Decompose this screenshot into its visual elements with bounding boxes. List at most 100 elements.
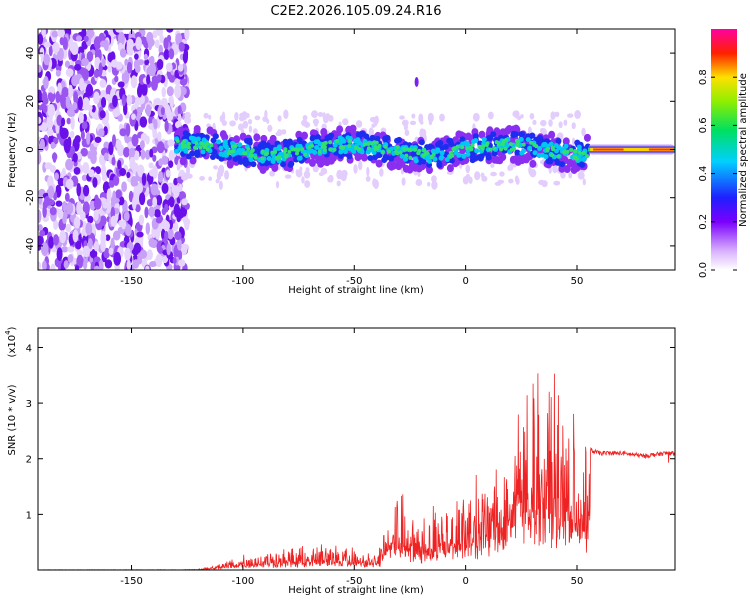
heatmap-cell xyxy=(203,112,209,119)
heatmap-cell xyxy=(76,254,84,269)
heatmap-cell xyxy=(242,120,249,129)
heatmap-cell xyxy=(553,148,559,154)
heatmap-cell xyxy=(126,61,133,74)
heatmap-cell xyxy=(370,129,375,137)
heatmap-cell xyxy=(67,246,75,253)
heatmap-cell xyxy=(353,164,358,174)
heatmap-cell xyxy=(374,135,381,142)
heatmap-cell xyxy=(145,222,151,235)
heatmap-cell xyxy=(286,138,293,145)
heatmap-cell xyxy=(73,167,81,175)
heatmap-cell xyxy=(515,139,520,144)
heatmap-cell xyxy=(177,63,184,72)
heatmap-cell xyxy=(414,77,419,88)
heatmap-cell xyxy=(563,119,568,126)
heatmap-cell xyxy=(168,96,174,105)
heatmap-cell xyxy=(491,150,498,157)
top-x-axis: -150 -100 -50 0 50 xyxy=(120,29,583,287)
heatmap-cell xyxy=(243,151,248,156)
heatmap-cell xyxy=(49,165,56,173)
heatmap-cell xyxy=(237,158,244,165)
heatmap-cell xyxy=(382,154,389,161)
heatmap-cell xyxy=(54,172,59,181)
heatmap-cell xyxy=(139,140,145,150)
heatmap-cell xyxy=(317,159,325,168)
heatmap-cell xyxy=(65,95,71,110)
heatmap-cell xyxy=(174,84,182,99)
heatmap-cell xyxy=(492,146,497,151)
heatmap-cell xyxy=(365,149,371,155)
heatmap-cell xyxy=(387,149,392,154)
heatmap-cell xyxy=(218,145,224,151)
heatmap-cell xyxy=(477,144,482,149)
heatmap-cell xyxy=(471,155,478,162)
heatmap-cell xyxy=(104,259,113,269)
heatmap-cell xyxy=(435,147,441,153)
heatmap-cell xyxy=(62,200,67,213)
heatmap-cell xyxy=(209,154,216,161)
y-tick-label: -20 xyxy=(25,190,36,206)
heatmap-cell xyxy=(172,257,177,265)
heatmap-cell xyxy=(145,104,152,117)
heatmap-cell xyxy=(508,142,513,147)
heatmap-cell xyxy=(517,115,522,121)
heatmap-cell xyxy=(148,237,155,248)
heatmap-cell xyxy=(119,128,127,137)
heatmap-cell xyxy=(402,146,407,151)
heatmap-cell xyxy=(119,168,127,176)
heatmap-cell xyxy=(562,150,567,155)
heatmap-cell xyxy=(472,133,479,140)
heatmap-cell xyxy=(126,259,131,270)
heatmap-cell xyxy=(401,177,406,186)
heatmap-cell xyxy=(417,171,421,177)
heatmap-cell xyxy=(317,112,324,117)
heatmap-cell xyxy=(175,32,183,46)
heatmap-cell xyxy=(175,138,180,143)
heatmap-cell xyxy=(66,117,71,125)
heatmap-cell xyxy=(357,146,362,151)
heatmap-cell xyxy=(266,155,272,161)
heatmap-cell xyxy=(104,109,110,124)
heatmap-cell xyxy=(47,185,55,199)
heatmap-cell xyxy=(46,128,54,137)
heatmap-cell xyxy=(527,145,533,151)
heatmap-cell xyxy=(299,166,303,172)
heatmap-cell xyxy=(238,115,245,122)
heatmap-cell xyxy=(115,189,122,199)
heatmap-cell xyxy=(199,175,205,181)
heatmap-cell xyxy=(328,140,333,145)
heatmap-cell xyxy=(99,79,107,88)
heatmap-cell xyxy=(543,154,549,160)
heatmap-cell xyxy=(82,68,90,81)
heatmap-cell xyxy=(447,137,454,144)
heatmap-cell xyxy=(135,204,141,213)
heatmap-cell xyxy=(203,142,208,147)
heatmap-cell xyxy=(130,180,139,187)
heatmap-cell xyxy=(221,120,228,126)
heatmap-cell xyxy=(105,93,111,102)
heatmap-cell xyxy=(154,209,161,218)
heatmap-cell xyxy=(558,121,563,129)
heatmap-cell xyxy=(61,167,66,179)
heatmap-cell xyxy=(138,192,146,206)
heatmap-cell xyxy=(146,31,154,44)
heatmap-cell xyxy=(488,147,493,152)
heatmap-cell xyxy=(85,131,91,145)
heatmap-cell xyxy=(164,120,169,133)
heatmap-cell xyxy=(131,134,139,147)
heatmap-cell xyxy=(275,180,280,189)
svg-text:(x104): (x104) xyxy=(4,326,18,357)
heatmap-cell xyxy=(135,36,142,51)
heatmap-cell xyxy=(110,215,118,227)
heatmap-cell xyxy=(545,146,550,151)
heatmap-cell xyxy=(446,164,454,173)
heatmap-cell xyxy=(532,150,538,156)
heatmap-cell xyxy=(553,142,559,148)
heatmap-cell xyxy=(163,48,170,60)
heatmap-cell xyxy=(593,148,624,151)
heatmap-cell xyxy=(65,202,74,215)
heatmap-cell xyxy=(415,178,423,187)
heatmap-cell xyxy=(94,136,102,144)
heatmap-cell xyxy=(178,41,185,52)
heatmap-cell xyxy=(529,140,534,145)
